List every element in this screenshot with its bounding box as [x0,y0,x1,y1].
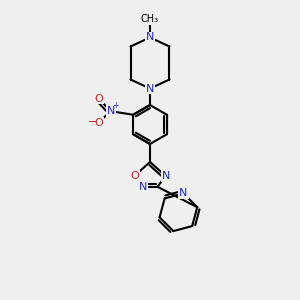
Text: N: N [161,171,170,181]
Text: O: O [130,171,139,181]
Text: −: − [88,117,97,127]
Text: CH₃: CH₃ [141,14,159,25]
Text: O: O [94,118,103,128]
Text: N: N [146,83,154,94]
Text: N: N [179,188,188,198]
Text: N: N [106,106,115,116]
Text: +: + [112,101,119,110]
Text: O: O [94,94,103,103]
Text: N: N [146,32,154,43]
Text: N: N [138,182,147,192]
